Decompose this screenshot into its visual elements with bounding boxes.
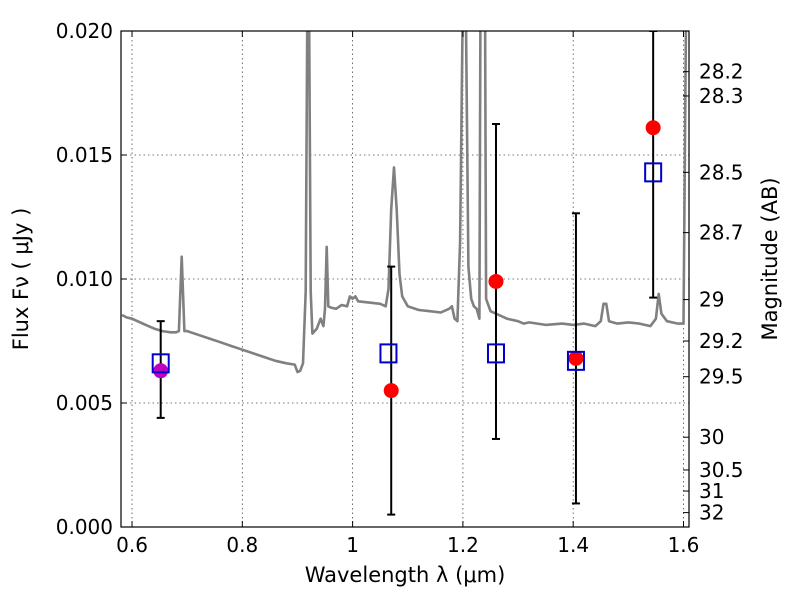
plot-area — [121, 31, 688, 516]
y2-tick-label: 28.3 — [699, 84, 744, 108]
y-tick-label: 0.000 — [56, 515, 113, 539]
y2-tick-label: 28.7 — [699, 221, 744, 245]
data-point — [488, 273, 504, 289]
model-point — [486, 343, 505, 364]
y2-tick-label: 30.5 — [699, 458, 744, 482]
y2-tick-label: 28.5 — [699, 160, 744, 184]
y2-tick-label: 29.5 — [699, 365, 744, 389]
model-point — [566, 350, 585, 371]
y-axis-label: Flux Fν ( μJy ) — [9, 208, 33, 351]
spectrum-line — [121, 31, 688, 374]
grid — [121, 30, 689, 528]
y2-tick-label: 28.2 — [699, 60, 744, 84]
y2-tick-label: 30 — [699, 425, 724, 449]
y2-tick-label: 29 — [699, 288, 724, 312]
x-tick-label: 1.2 — [447, 533, 479, 557]
x-tick-label: 1.4 — [557, 533, 589, 557]
x-axis-label: Wavelength λ (μm) — [305, 563, 506, 587]
x-tick-label: 1.6 — [668, 533, 700, 557]
y2-tick-label: 29.2 — [699, 329, 744, 353]
y2-axis-label: Magnitude (AB) — [758, 177, 782, 340]
model-point — [644, 162, 663, 183]
data-point — [383, 383, 399, 399]
axes: 0.6 0.8 1 1.2 1.4 1.6 0.000 0.005 0.010 0.015 0.02… — [56, 19, 744, 557]
x-tick-label: 1 — [346, 533, 359, 557]
y-tick-label: 0.015 — [56, 143, 113, 167]
y-tick-label: 0.020 — [56, 19, 113, 43]
y-tick-label: 0.010 — [56, 267, 113, 291]
x-tick-label: 0.8 — [226, 533, 258, 557]
data-point — [645, 120, 661, 136]
model-point — [151, 353, 170, 374]
y2-tick-label: 32 — [699, 501, 724, 525]
model-point — [379, 343, 398, 364]
data-point — [153, 363, 169, 379]
y-tick-label: 0.005 — [56, 391, 113, 415]
data-point — [568, 350, 584, 366]
x-tick-label: 0.6 — [116, 533, 148, 557]
y2-tick-label: 31 — [699, 479, 724, 503]
